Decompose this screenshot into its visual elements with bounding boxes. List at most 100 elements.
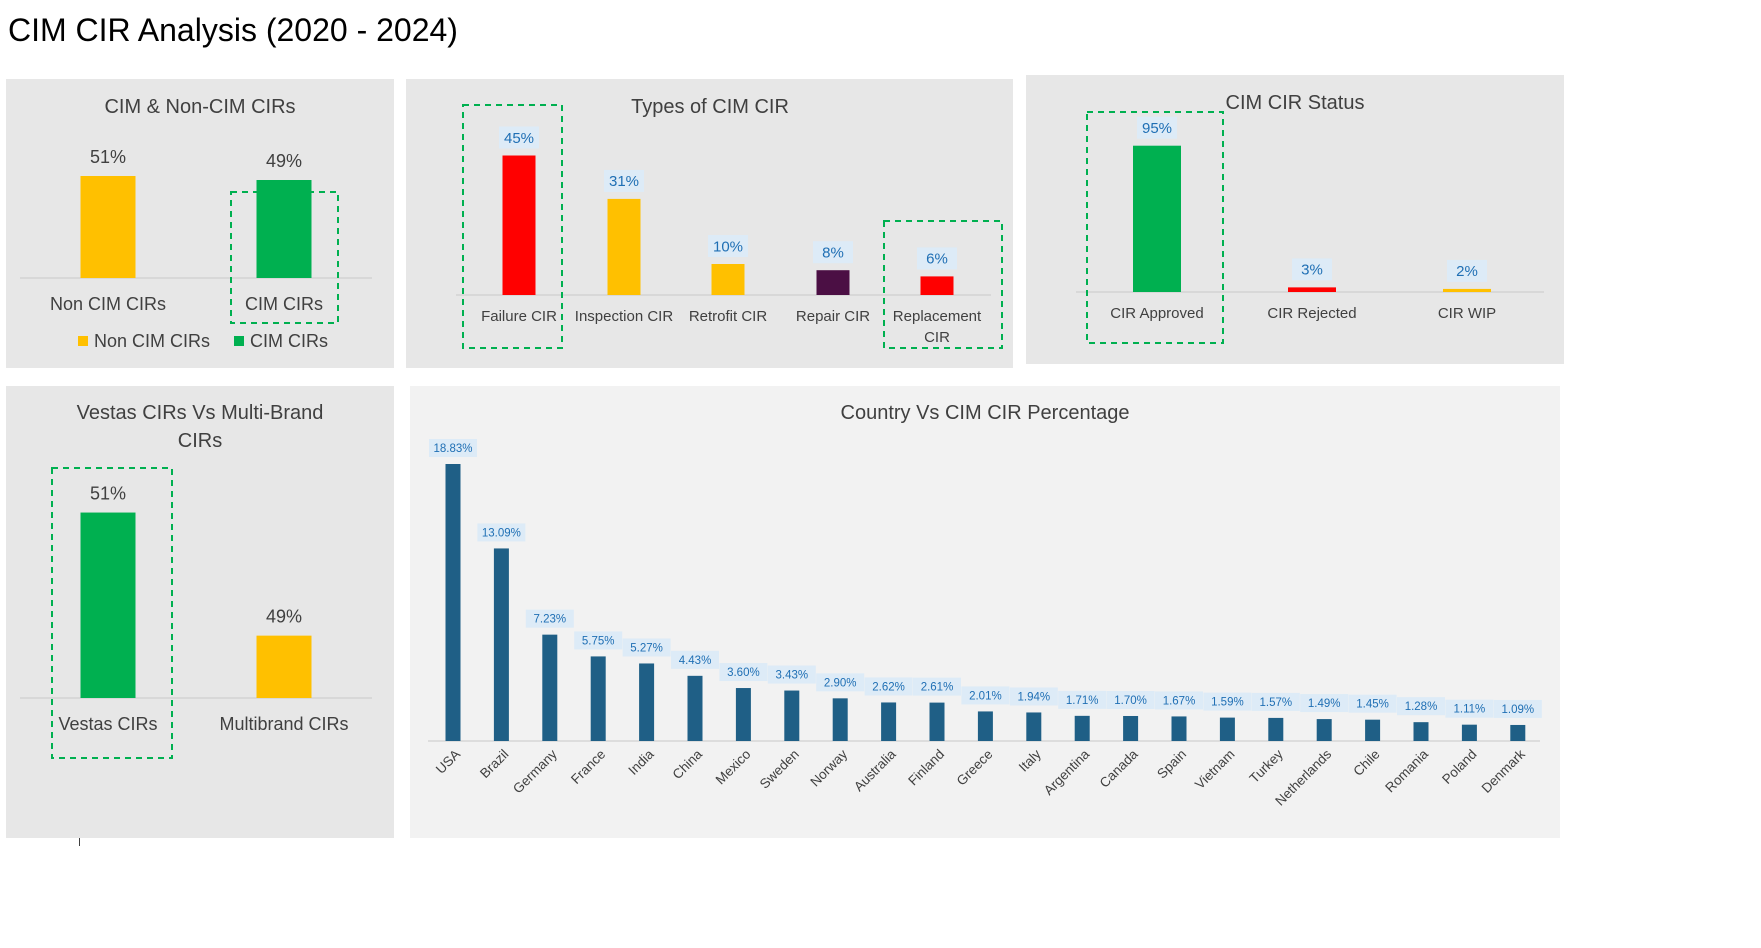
highlight-box-cim-cirs: [230, 191, 339, 324]
data-label-repair-cir-bg: [813, 241, 853, 264]
bar-cir-wip: [1443, 288, 1491, 292]
tick-label-replacement-cir-line1: Replacement: [893, 308, 982, 325]
data-label-denmark-bg: [1493, 699, 1542, 718]
data-label-vietnam-bg: [1203, 692, 1252, 711]
data-label-spain: 1.67%: [1163, 695, 1196, 707]
tick-label-repair-cir: Repair CIR: [796, 308, 870, 325]
bar-cim-cirs: [256, 180, 312, 278]
cim-vs-noncim-panel: CIM & Non-CIM CIRs 51% Non CIM CIRs 49% CIM …: [6, 79, 394, 368]
tick-label-non-cim-cirs: Non CIM CIRs: [50, 294, 166, 314]
tick-label-cir-wip: CIR WIP: [1438, 305, 1496, 322]
tick-label-germany: Germany: [510, 746, 560, 796]
data-label-cir-rejected: 3%: [1301, 262, 1323, 279]
tick-label-chile: Chile: [1350, 747, 1382, 779]
data-label-brazil: 13.09%: [482, 527, 521, 539]
data-label-netherlands: 1.49%: [1308, 698, 1341, 710]
tick-label-vietnam: Vietnam: [1192, 747, 1237, 792]
data-label-cir-approved-bg: [1137, 116, 1177, 139]
data-label-france-bg: [574, 631, 623, 650]
tick-label-inspection-cir: Inspection CIR: [575, 308, 674, 325]
tick-label-finland: Finland: [905, 747, 947, 789]
data-label-usa-bg: [429, 439, 477, 457]
highlight-box-cir-approved: [1086, 111, 1224, 344]
tick-label-india: India: [625, 746, 657, 778]
bar-mexico: [735, 688, 751, 741]
data-label-failure-cir: 45%: [504, 130, 534, 147]
cim-cir-status-panel: CIM CIR Status 95% CIR Approved 3% CIR Rejec…: [1026, 75, 1564, 364]
data-label-vietnam: 1.59%: [1211, 697, 1244, 709]
bar-sweden: [784, 690, 800, 741]
stray-tick-mark: [79, 838, 80, 846]
data-label-poland-bg: [1445, 699, 1494, 718]
data-label-vestas-cirs: 51%: [90, 484, 126, 504]
bar-vietnam: [1219, 717, 1235, 741]
data-label-australia-bg: [864, 677, 913, 696]
data-label-greece-bg: [961, 686, 1010, 705]
data-label-australia: 2.62%: [872, 681, 905, 693]
cim-cir-status-chart: CIM CIR Status 95% CIR Approved 3% CIR Rejec…: [1076, 92, 1544, 344]
tick-label-norway: Norway: [807, 746, 850, 789]
tick-label-cir-approved: CIR Approved: [1110, 305, 1203, 322]
bar-romania: [1413, 722, 1429, 741]
data-label-sweden-bg: [767, 665, 816, 684]
data-label-failure-cir-bg: [499, 126, 539, 149]
data-label-italy: 1.94%: [1017, 691, 1050, 703]
legend-label-cim-cirs: CIM CIRs: [250, 331, 328, 351]
data-label-china: 4.43%: [679, 655, 712, 667]
data-label-france: 5.75%: [582, 635, 615, 647]
bar-netherlands: [1316, 719, 1332, 741]
data-label-cir-wip-bg: [1447, 259, 1487, 282]
tick-label-spain: Spain: [1154, 747, 1189, 782]
data-label-cir-rejected-bg: [1292, 258, 1332, 281]
tick-label-vestas-cirs: Vestas CIRs: [58, 714, 157, 734]
cim-vs-noncim-chart: CIM & Non-CIM CIRs 51% Non CIM CIRs 49% CIM …: [20, 96, 372, 351]
data-label-norway-bg: [816, 673, 865, 692]
data-label-repair-cir: 8%: [822, 244, 844, 261]
data-label-inspection-cir-bg: [604, 169, 644, 192]
legend-label-non-cim-cirs: Non CIM CIRs: [94, 331, 210, 351]
data-label-romania: 1.28%: [1405, 701, 1438, 713]
data-label-romania-bg: [1397, 697, 1445, 716]
bar-poland: [1461, 724, 1477, 741]
chart-title-line2: CIRs: [178, 430, 222, 452]
tick-label-turkey: Turkey: [1246, 746, 1286, 786]
bar-cir-approved: [1133, 145, 1181, 292]
data-label-mexico: 3.60%: [727, 667, 760, 679]
bar-retrofit-cir: [711, 264, 745, 295]
data-label-chile-bg: [1348, 694, 1397, 713]
bar-repair-cir: [816, 270, 850, 295]
data-label-argentina: 1.71%: [1066, 695, 1099, 707]
tick-label-cir-rejected: CIR Rejected: [1267, 305, 1356, 322]
bar-france: [590, 656, 606, 741]
tick-label-greece: Greece: [954, 747, 996, 789]
bar-canada: [1123, 715, 1139, 741]
data-label-cim-cirs: 49%: [266, 151, 302, 171]
tick-label-china: China: [670, 746, 706, 782]
data-label-canada-bg: [1106, 690, 1155, 709]
data-label-turkey-bg: [1251, 692, 1300, 711]
data-label-brazil-bg: [477, 523, 526, 542]
data-label-argentina-bg: [1058, 690, 1107, 709]
bar-brazil: [493, 548, 509, 741]
bar-china: [687, 675, 703, 741]
page-title: CIM CIR Analysis (2020 - 2024): [8, 12, 458, 48]
tick-label-poland: Poland: [1439, 747, 1479, 787]
tick-label-australia: Australia: [851, 746, 899, 794]
bar-australia: [881, 702, 897, 741]
bar-cir-rejected: [1288, 287, 1336, 292]
types-of-cim-cir-panel: Types of CIM CIR 45% Failure CIR 31% Inspect…: [406, 79, 1013, 368]
highlight-box-replacement-cir: [883, 220, 1003, 349]
tick-label-failure-cir: Failure CIR: [481, 308, 557, 325]
tick-label-multibrand-cirs: Multibrand CIRs: [219, 714, 348, 734]
data-label-india: 5.27%: [630, 643, 663, 655]
data-label-cir-approved: 95%: [1142, 120, 1172, 137]
data-label-retrofit-cir-bg: [708, 235, 748, 257]
tick-label-retrofit-cir: Retrofit CIR: [689, 308, 768, 325]
bar-non-cim-cirs: [80, 176, 136, 278]
data-label-inspection-cir: 31%: [609, 173, 639, 190]
bar-greece: [977, 711, 993, 741]
data-label-germany: 7.23%: [533, 614, 566, 626]
data-label-replacement-cir-bg: [917, 247, 957, 270]
data-label-norway: 2.90%: [824, 677, 857, 689]
bar-norway: [832, 698, 848, 741]
